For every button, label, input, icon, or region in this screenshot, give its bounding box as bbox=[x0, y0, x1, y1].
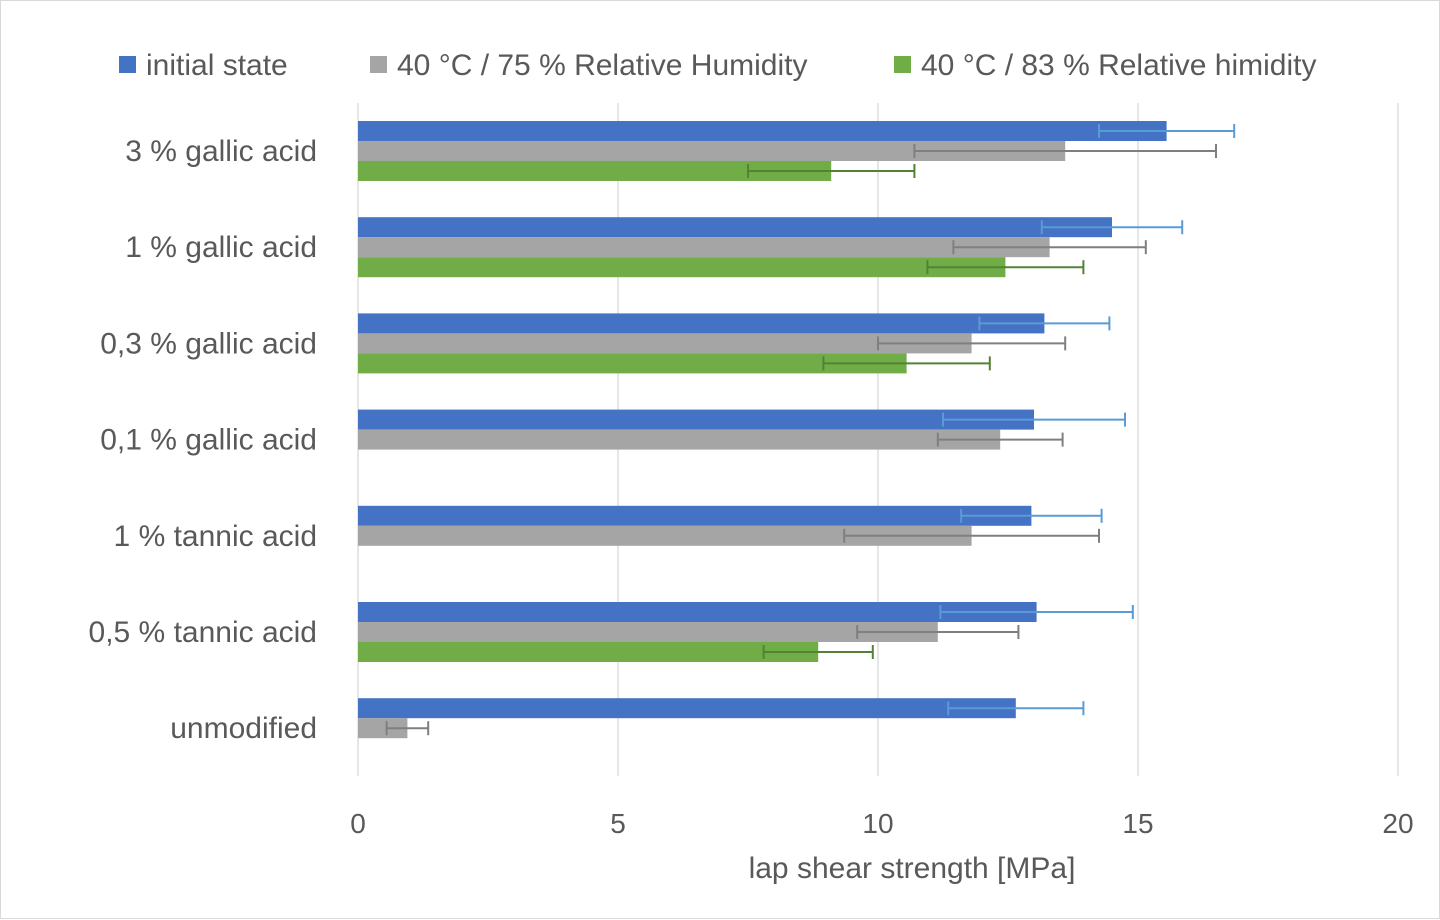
bar-initial-state-1-tannic-acid bbox=[358, 505, 1032, 526]
category-label-3-gallic-acid: 3 % gallic acid bbox=[125, 135, 317, 168]
x-tick-labels: 0 5 10 15 20 bbox=[350, 808, 1413, 839]
bar-40-c-75-relative-humidity-3-gallic-acid bbox=[358, 141, 1066, 161]
bar-initial-state-0-1-gallic-acid bbox=[358, 409, 1034, 430]
x-tick-5: 5 bbox=[610, 808, 626, 839]
x-axis-title: lap shear strength [MPa] bbox=[749, 852, 1076, 885]
bar-initial-state-3-gallic-acid bbox=[358, 121, 1167, 141]
bar-initial-state-1-gallic-acid bbox=[358, 217, 1112, 238]
category-label-unmodified: unmodified bbox=[170, 712, 317, 745]
x-tick-0: 0 bbox=[350, 808, 366, 839]
legend-swatch-initial-state bbox=[119, 56, 136, 73]
bars bbox=[358, 121, 1167, 739]
legend-label-40-c-83-relative-himidity: 40 °C / 83 % Relative himidity bbox=[921, 49, 1317, 82]
category-label-0-3-gallic-acid: 0,3 % gallic acid bbox=[100, 327, 317, 360]
x-tick-20: 20 bbox=[1382, 808, 1413, 839]
x-tick-10: 10 bbox=[862, 808, 893, 839]
bar-40-c-75-relative-humidity-1-gallic-acid bbox=[358, 237, 1050, 258]
bar-initial-state-0-5-tannic-acid bbox=[358, 602, 1037, 622]
error-bars bbox=[385, 124, 1236, 736]
category-label-0-1-gallic-acid: 0,1 % gallic acid bbox=[100, 424, 317, 457]
bar-initial-state-0-3-gallic-acid bbox=[358, 313, 1045, 334]
category-label-1-gallic-acid: 1 % gallic acid bbox=[125, 231, 317, 264]
bar-40-c-75-relative-humidity-1-tannic-acid bbox=[358, 525, 972, 546]
legend-swatch-40-c-83-relative-himidity bbox=[894, 56, 911, 73]
bar-40-c-83-relative-himidity-3-gallic-acid bbox=[358, 161, 832, 181]
bar-40-c-75-relative-humidity-unmodified bbox=[358, 718, 408, 739]
legend-label-40-c-75-relative-humidity: 40 °C / 75 % Relative Humidity bbox=[397, 49, 808, 82]
bar-40-c-75-relative-humidity-0-5-tannic-acid bbox=[358, 622, 938, 642]
bar-40-c-83-relative-himidity-0-3-gallic-acid bbox=[358, 353, 907, 374]
legend: initial state 40 °C / 75 % Relative Humid… bbox=[119, 49, 1317, 82]
category-labels: 3 % gallic acid 1 % gallic acid 0,3 % gall… bbox=[89, 135, 317, 745]
category-label-0-5-tannic-acid: 0,5 % tannic acid bbox=[89, 616, 317, 649]
bar-40-c-75-relative-humidity-0-1-gallic-acid bbox=[358, 429, 1001, 450]
bar-40-c-83-relative-himidity-1-gallic-acid bbox=[358, 257, 1006, 278]
x-tick-15: 15 bbox=[1122, 808, 1153, 839]
bar-40-c-75-relative-humidity-0-3-gallic-acid bbox=[358, 333, 972, 354]
legend-swatch-40-c-75-relative-humidity bbox=[370, 56, 387, 73]
legend-label-initial-state: initial state bbox=[146, 49, 288, 82]
bar-40-c-83-relative-himidity-0-5-tannic-acid bbox=[358, 642, 819, 662]
category-label-1-tannic-acid: 1 % tannic acid bbox=[114, 520, 317, 553]
bar-initial-state-unmodified bbox=[358, 698, 1016, 719]
